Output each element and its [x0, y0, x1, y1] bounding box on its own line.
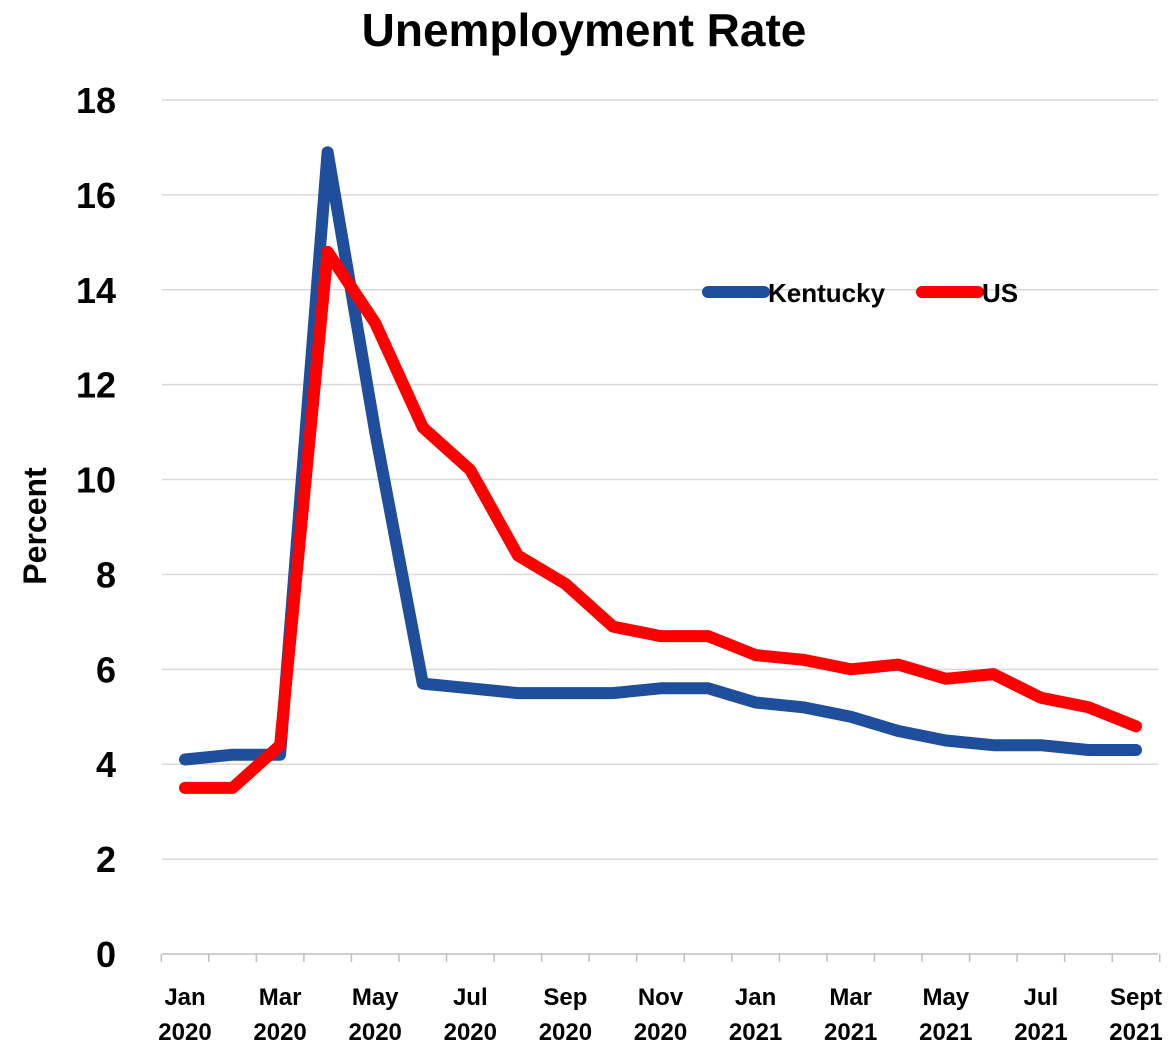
x-tick-label-month: Nov: [638, 984, 684, 1011]
y-tick-label: 0: [96, 934, 116, 975]
y-axis-label: Percent: [17, 467, 53, 585]
x-tick-label-year: 2020: [158, 1019, 211, 1046]
y-tick-label: 8: [96, 554, 116, 595]
x-tick-label-month: Sep: [543, 984, 587, 1011]
series-line-kentucky: [179, 146, 1142, 766]
legend: Kentucky US: [702, 278, 1018, 308]
y-tick-label: 2: [96, 839, 116, 880]
x-tick-label-month: Mar: [829, 984, 872, 1011]
x-axis: Jan 2020 Mar 2020 May 2020 Jul 2020 Sep 2020 Nov 20…: [158, 953, 1163, 1046]
series-lines: [179, 146, 1142, 794]
x-tick-label-month: Jan: [735, 984, 776, 1011]
x-tick-label-year: 2021: [919, 1019, 972, 1046]
x-tick-label-month: Mar: [259, 984, 302, 1011]
x-tick-label-year: 2020: [634, 1019, 687, 1046]
y-tick-label: 16: [76, 175, 116, 216]
x-tick-label-month: Jul: [453, 984, 488, 1011]
x-tick-label-month: Jul: [1024, 984, 1059, 1011]
series-line-us: [179, 245, 1142, 794]
x-tick-label-month: Sept: [1110, 984, 1162, 1011]
x-tick-label-year: 2021: [1109, 1019, 1162, 1046]
x-tick-label-year: 2020: [253, 1019, 306, 1046]
chart-title: Unemployment Rate: [362, 4, 807, 56]
x-tick-label-month: Jan: [164, 984, 205, 1011]
x-tick-label-year: 2021: [729, 1019, 782, 1046]
y-tick-label: 4: [96, 744, 116, 785]
y-tick-label: 18: [76, 80, 116, 121]
legend-label-kentucky: Kentucky: [768, 278, 886, 308]
x-tick-label-year: 2020: [349, 1019, 402, 1046]
x-tick-label-year: 2020: [539, 1019, 592, 1046]
y-axis-ticks: 0 2 4 6 8 10 12 14 16 18: [76, 80, 116, 975]
y-tick-label: 10: [76, 460, 116, 501]
y-tick-label: 12: [76, 365, 116, 406]
legend-label-us: US: [982, 278, 1018, 308]
x-tick-label-month: May: [922, 984, 969, 1011]
x-tick-label-year: 2020: [444, 1019, 497, 1046]
y-tick-label: 6: [96, 649, 116, 690]
y-tick-label: 14: [76, 270, 116, 311]
x-tick-label-year: 2021: [824, 1019, 877, 1046]
x-tick-label-month: May: [352, 984, 399, 1011]
x-tick-label-year: 2021: [1014, 1019, 1067, 1046]
